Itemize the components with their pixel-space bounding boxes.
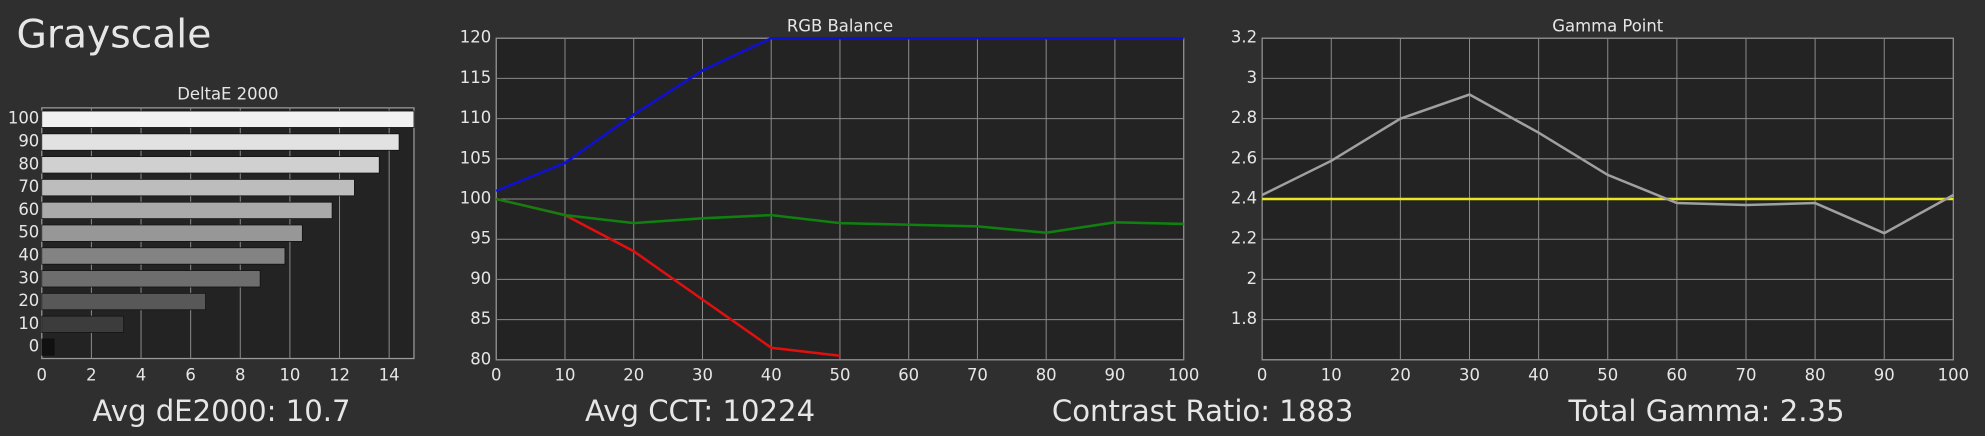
y-tick-label: 2.6 bbox=[1231, 148, 1257, 167]
y-tick-label: 2.2 bbox=[1231, 229, 1257, 248]
x-tick-label: 80 bbox=[1036, 366, 1057, 385]
x-tick-label: 90 bbox=[1874, 366, 1895, 385]
x-tick-label: 40 bbox=[761, 366, 782, 385]
y-tick-label: 20 bbox=[18, 291, 39, 310]
bar bbox=[41, 224, 303, 242]
y-tick-label: 95 bbox=[470, 229, 491, 248]
chart-title: DeltaE 2000 bbox=[177, 85, 278, 104]
bar bbox=[41, 179, 355, 197]
bar bbox=[41, 133, 400, 151]
y-tick-label: 2 bbox=[1247, 269, 1257, 288]
x-tick-label: 14 bbox=[379, 366, 400, 385]
x-tick-label: 100 bbox=[1168, 366, 1199, 385]
x-tick-label: 60 bbox=[1666, 366, 1687, 385]
y-tick-label: 115 bbox=[460, 68, 491, 87]
x-tick-label: 70 bbox=[967, 366, 988, 385]
bar bbox=[41, 315, 125, 333]
x-tick-label: 0 bbox=[37, 366, 47, 385]
bar bbox=[41, 156, 380, 174]
x-tick-label: 20 bbox=[1390, 366, 1411, 385]
y-tick-label: 90 bbox=[470, 269, 491, 288]
bar bbox=[41, 338, 55, 356]
x-tick-label: 10 bbox=[279, 366, 300, 385]
y-tick-label: 3 bbox=[1247, 68, 1257, 87]
x-tick-label: 0 bbox=[491, 366, 501, 385]
y-tick-label: 60 bbox=[18, 200, 39, 219]
y-tick-label: 80 bbox=[18, 154, 39, 173]
bar bbox=[41, 110, 415, 128]
y-tick-label: 70 bbox=[18, 177, 39, 196]
y-tick-label: 3.2 bbox=[1231, 28, 1257, 47]
stat: Avg dE2000: 10.7 bbox=[93, 394, 351, 428]
stat: Avg CCT: 10224 bbox=[585, 394, 815, 428]
x-tick-label: 2 bbox=[86, 366, 96, 385]
x-tick-label: 12 bbox=[329, 366, 350, 385]
y-tick-label: 105 bbox=[460, 148, 491, 167]
stat: Total Gamma: 2.35 bbox=[1567, 394, 1844, 428]
bar bbox=[41, 201, 333, 219]
x-tick-label: 0 bbox=[1257, 366, 1267, 385]
x-tick-label: 50 bbox=[829, 366, 850, 385]
x-tick-label: 50 bbox=[1597, 366, 1618, 385]
y-tick-label: 30 bbox=[18, 268, 39, 287]
y-tick-label: 120 bbox=[460, 28, 491, 47]
y-tick-label: 50 bbox=[18, 223, 39, 242]
y-tick-label: 100 bbox=[460, 189, 491, 208]
x-tick-label: 10 bbox=[555, 366, 576, 385]
y-tick-label: 10 bbox=[18, 314, 39, 333]
y-tick-label: 100 bbox=[8, 109, 39, 128]
y-tick-label: 40 bbox=[18, 245, 39, 264]
x-tick-label: 10 bbox=[1321, 366, 1342, 385]
y-tick-label: 2.8 bbox=[1231, 108, 1257, 127]
page-title: Grayscale bbox=[16, 12, 211, 57]
x-tick-label: 80 bbox=[1805, 366, 1826, 385]
y-tick-label: 0 bbox=[29, 337, 39, 356]
x-tick-label: 30 bbox=[1459, 366, 1480, 385]
series-line bbox=[495, 197, 1184, 235]
y-tick-label: 80 bbox=[470, 349, 491, 368]
x-tick-label: 60 bbox=[898, 366, 919, 385]
series-line bbox=[495, 36, 1184, 193]
bar bbox=[41, 270, 261, 288]
x-tick-label: 90 bbox=[1104, 366, 1125, 385]
x-tick-label: 100 bbox=[1938, 366, 1969, 385]
x-tick-label: 8 bbox=[235, 366, 245, 385]
x-tick-label: 30 bbox=[692, 366, 713, 385]
y-tick-label: 2.4 bbox=[1231, 189, 1257, 208]
chart-title: RGB Balance bbox=[787, 16, 893, 35]
x-tick-label: 20 bbox=[623, 366, 644, 385]
x-tick-label: 4 bbox=[136, 366, 146, 385]
y-tick-label: 85 bbox=[470, 309, 491, 328]
x-tick-label: 40 bbox=[1528, 366, 1549, 385]
y-tick-label: 90 bbox=[18, 132, 39, 151]
x-tick-label: 70 bbox=[1736, 366, 1757, 385]
x-tick-label: 6 bbox=[185, 366, 195, 385]
y-tick-label: 110 bbox=[460, 108, 491, 127]
bar bbox=[41, 292, 206, 311]
chart-title: Gamma Point bbox=[1552, 16, 1663, 35]
y-tick-label: 1.8 bbox=[1231, 309, 1257, 328]
bar bbox=[41, 247, 286, 265]
series-line bbox=[1261, 93, 1954, 235]
stat: Contrast Ratio: 1883 bbox=[1052, 394, 1354, 428]
